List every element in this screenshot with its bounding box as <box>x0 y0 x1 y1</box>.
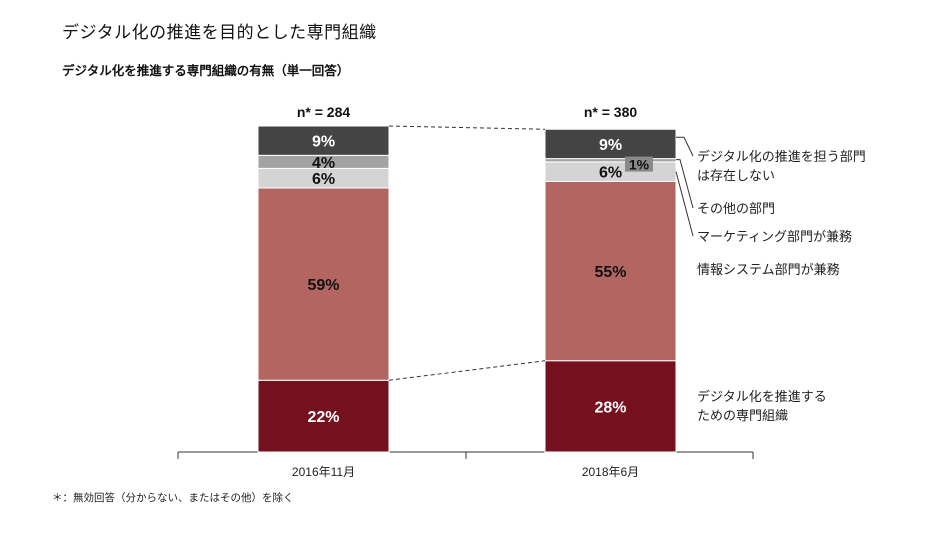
legend-leader-line-4 <box>676 136 694 157</box>
chart-subtitle: デジタル化を推進する専門組織の有無（単一回答） <box>62 63 350 78</box>
footnote: ＊：無効回答（分からない、またはその他）を除く <box>52 492 294 504</box>
segment-label-1-2: 6% <box>599 165 622 182</box>
chart-title: デジタル化の推進を目的とした専門組織 <box>62 23 377 43</box>
segment-label-0-4: 9% <box>312 134 335 151</box>
legend-label-0-0: デジタル化を推進する <box>697 389 827 404</box>
bar-segment-1-0 <box>544 360 677 453</box>
n-label-0: n* = 284 <box>297 104 351 120</box>
legend-label-1-0: 情報システム部門が兼務 <box>697 262 840 277</box>
legend-label-0-1: ための専門組織 <box>697 408 788 423</box>
legend-label-3-0: その他の部門 <box>697 201 775 216</box>
small-label-box <box>625 156 653 172</box>
segment-label-0-2: 6% <box>312 171 335 188</box>
segment-label-1-0: 28% <box>594 399 626 416</box>
bar-segment-0-4 <box>257 125 390 156</box>
bar-segment-0-1 <box>257 187 390 381</box>
legend-leader-line-3 <box>676 159 694 209</box>
n-label-1: n* = 380 <box>584 104 638 120</box>
legend-label-4-0: デジタル化の推進を担う部門 <box>697 149 866 164</box>
segment-label-1-4: 9% <box>599 137 622 154</box>
legend-label-4-1: は存在しない <box>697 168 775 183</box>
category-label-1: 2018年6月 <box>582 465 639 479</box>
connector-line-top <box>388 125 546 130</box>
connector-line-bottom <box>388 360 546 381</box>
bar-segment-1-1 <box>544 180 677 362</box>
segment-label-1-3: 1% <box>629 157 650 173</box>
segment-label-0-0: 22% <box>307 409 339 426</box>
segment-label-0-1: 59% <box>307 277 339 294</box>
bar-segment-0-0 <box>257 379 390 453</box>
legend-leader-line-2 <box>675 171 694 237</box>
segment-label-0-3: 4% <box>312 155 335 172</box>
category-label-0: 2016年11月 <box>292 465 355 479</box>
segment-label-1-1: 55% <box>594 264 626 281</box>
legend-label-2-0: マーケティング部門が兼務 <box>697 229 852 244</box>
bar-segment-1-4 <box>544 128 677 160</box>
